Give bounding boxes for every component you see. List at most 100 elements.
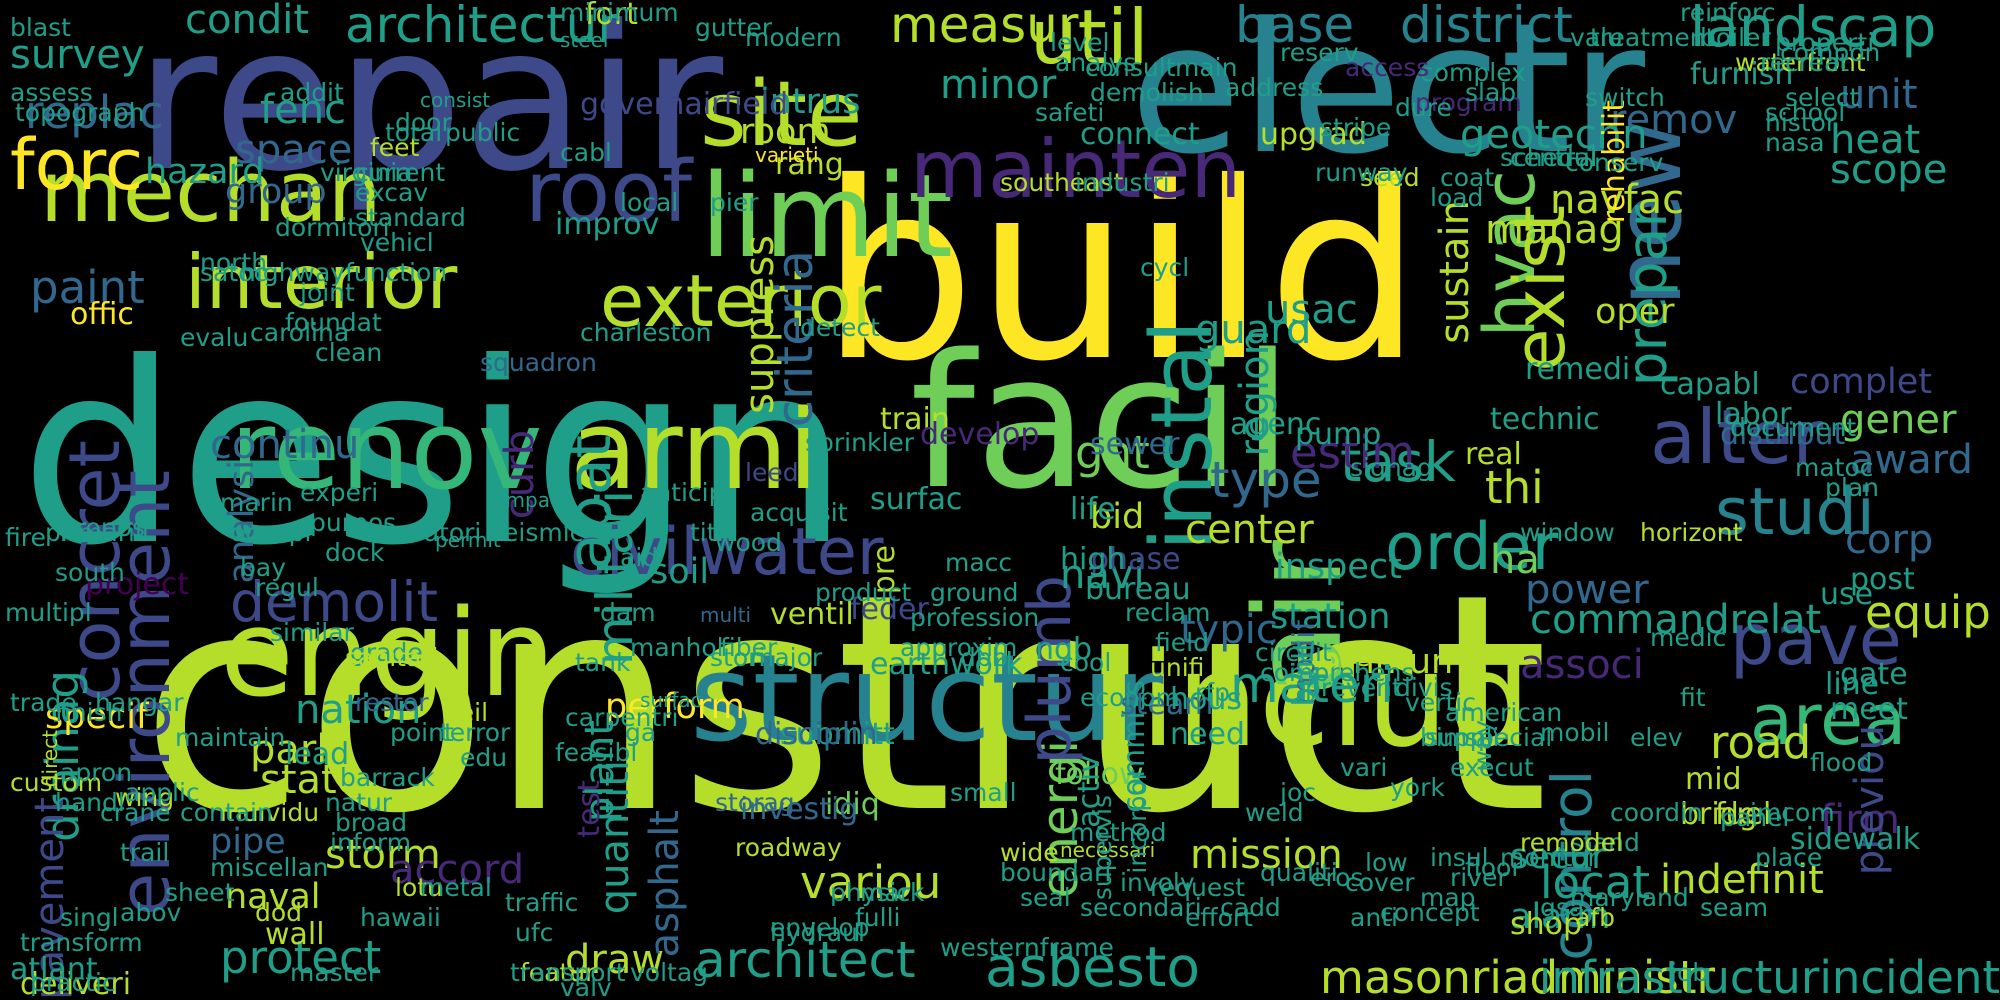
- cloud-word: central: [1510, 143, 1598, 172]
- cloud-word: laboratori: [360, 518, 482, 547]
- cloud-word: similar: [270, 618, 354, 647]
- cloud-word: storag: [715, 788, 795, 817]
- cloud-word: map: [1420, 883, 1476, 912]
- cloud-word: concept: [1380, 898, 1480, 927]
- cloud-word: wall: [265, 917, 325, 952]
- cloud-word: secur: [1510, 837, 1606, 877]
- cloud-word: distribut: [1720, 417, 1846, 452]
- cloud-word: ufc: [515, 918, 554, 947]
- cloud-word: studi: [1715, 475, 1875, 550]
- cloud-word: varieti: [755, 143, 819, 167]
- cloud-word: door: [395, 108, 452, 137]
- cloud-word: westernframe: [940, 933, 1114, 962]
- cloud-word: public: [445, 118, 521, 147]
- cloud-word: complex: [1420, 58, 1526, 87]
- cloud-word: incorpor: [1123, 770, 1152, 874]
- cloud-word: connect: [1080, 117, 1200, 152]
- cloud-word: vari: [1340, 753, 1388, 782]
- cloud-word: limit: [700, 150, 953, 284]
- cloud-word: civilwater: [570, 515, 884, 590]
- cloud-word: ngb: [1035, 632, 1093, 667]
- cloud-word: offic: [70, 297, 134, 332]
- cloud-word: includ: [1140, 624, 1532, 776]
- cloud-word: cool: [1060, 648, 1112, 677]
- cloud-word: crane: [100, 798, 171, 827]
- cloud-word: labor: [1715, 397, 1792, 432]
- cloud-word: exterior: [600, 259, 882, 343]
- cloud-word: suppli: [1425, 723, 1500, 752]
- cloud-word: room: [740, 112, 831, 152]
- cloud-word: propos: [60, 513, 146, 542]
- cloud-word: local: [620, 188, 679, 217]
- cloud-word: field: [1155, 628, 1209, 657]
- cloud-word: trade: [10, 688, 77, 717]
- cloud-word: multipl: [5, 598, 92, 627]
- cloud-word: clean: [315, 338, 383, 367]
- cloud-word: dbb: [960, 643, 1008, 672]
- cloud-word: demolish: [1090, 78, 1204, 107]
- cloud-word: horizont: [1640, 518, 1743, 547]
- cloud-word: metal: [420, 873, 492, 902]
- cloud-word: bureau: [1085, 572, 1191, 607]
- cloud-word: unifi: [1150, 653, 1205, 682]
- cloud-word: apron: [60, 758, 133, 787]
- cloud-word: surfac: [640, 688, 702, 712]
- cloud-word: seed: [1360, 163, 1420, 192]
- cloud-word: modern: [745, 23, 842, 52]
- cloud-word: assess: [10, 78, 93, 107]
- cloud-word: transport: [510, 958, 626, 987]
- cloud-word: pave: [1730, 599, 1902, 681]
- cloud-word: hawaii: [360, 903, 441, 932]
- cloud-word: way: [1468, 720, 1497, 771]
- cloud-word: job: [1670, 958, 1709, 987]
- cloud-word: space: [235, 127, 353, 173]
- cloud-word: landscap: [1690, 0, 1937, 59]
- cloud-word: valv: [560, 973, 612, 1000]
- cloud-word: earthwork: [870, 647, 1023, 682]
- cloud-word: evalu: [180, 323, 249, 352]
- cloud-word: ceil: [445, 698, 489, 727]
- cloud-word: econom: [1080, 683, 1180, 712]
- cloud-word: sewer: [1090, 427, 1180, 462]
- cloud-word: carpentri: [565, 703, 679, 732]
- cloud-word: architectur: [345, 0, 618, 54]
- cloud-word: firm: [1820, 797, 1900, 843]
- cloud-word: current: [355, 158, 446, 187]
- cloud-word: squadron: [480, 348, 597, 377]
- cloud-word: boundari: [1000, 858, 1112, 887]
- cloud-word: structur: [690, 630, 1164, 769]
- cloud-word: practic: [30, 968, 116, 997]
- cloud-word: access: [1345, 53, 1430, 82]
- cloud-word: variou: [800, 856, 942, 909]
- cloud-word: waterfront: [1735, 48, 1866, 77]
- cloud-word: acquisit: [750, 498, 848, 527]
- cloud-word: stripe: [1320, 113, 1392, 142]
- cloud-word: intrus: [760, 82, 861, 122]
- cloud-word: asphalt: [642, 810, 688, 958]
- cloud-word: consult: [1085, 53, 1176, 82]
- cloud-word: guard: [1195, 307, 1312, 353]
- cloud-word: divis: [1395, 673, 1453, 702]
- cloud-word: program: [1415, 88, 1522, 117]
- cloud-word: forc: [10, 124, 144, 206]
- cloud-word: fiber: [720, 633, 778, 662]
- cloud-word: high: [1060, 542, 1126, 577]
- cloud-word: atlant: [10, 952, 98, 987]
- cloud-word: wing: [115, 783, 175, 812]
- cloud-word: remedi: [1525, 352, 1631, 387]
- cloud-word: envelop: [770, 913, 870, 942]
- cloud-word: finish: [55, 698, 123, 727]
- cloud-word: titl: [690, 518, 724, 547]
- cloud-word: power: [1525, 567, 1649, 613]
- cloud-word: demolit: [230, 570, 439, 634]
- cloud-word: cover: [1345, 868, 1415, 897]
- cloud-word: materi: [1230, 656, 1395, 714]
- cloud-word: upgrad: [1260, 117, 1367, 152]
- cloud-word: ground: [930, 578, 1019, 607]
- cloud-word: roof: [525, 143, 693, 242]
- cloud-word: load: [1430, 183, 1484, 212]
- cloud-word: imcom: [1750, 798, 1835, 827]
- cloud-word: grade: [350, 638, 423, 667]
- cloud-word: real: [1465, 437, 1522, 472]
